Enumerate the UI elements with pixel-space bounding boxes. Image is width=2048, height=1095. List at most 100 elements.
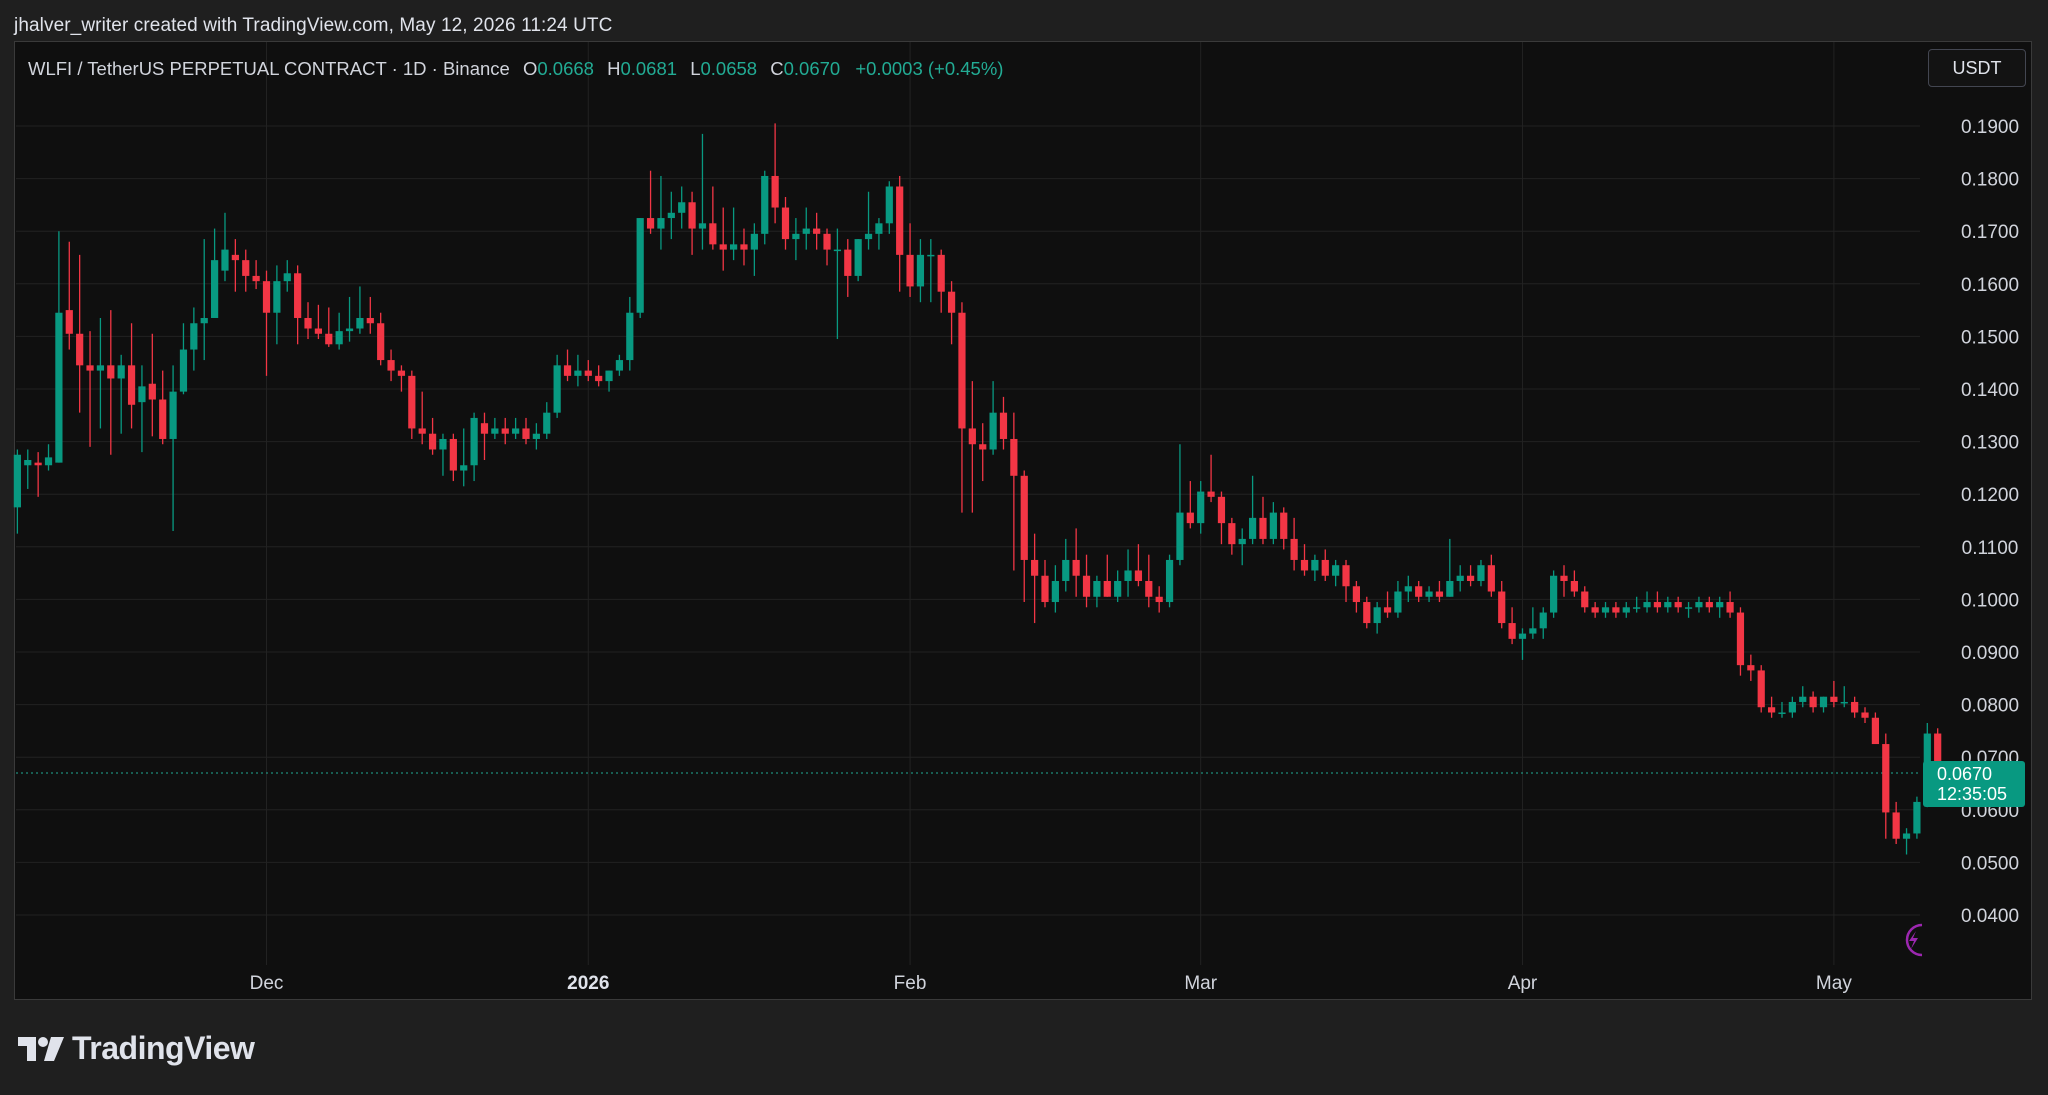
- candle[interactable]: [408, 370, 416, 439]
- candle[interactable]: [1145, 554, 1153, 608]
- lightning-icon[interactable]: [1900, 922, 1924, 958]
- candle[interactable]: [1861, 707, 1869, 724]
- candle[interactable]: [1217, 491, 1226, 545]
- candle[interactable]: [200, 239, 208, 361]
- candle[interactable]: [927, 239, 935, 303]
- candle[interactable]: [885, 181, 893, 234]
- candle[interactable]: [813, 212, 821, 250]
- candle[interactable]: [1539, 607, 1547, 639]
- candle[interactable]: [1290, 517, 1298, 571]
- candle[interactable]: [273, 265, 281, 345]
- candle[interactable]: [138, 365, 146, 453]
- candle[interactable]: [584, 360, 592, 382]
- candle[interactable]: [709, 186, 717, 250]
- candle[interactable]: [1425, 586, 1433, 603]
- candle[interactable]: [1581, 586, 1589, 613]
- candle[interactable]: [397, 365, 406, 392]
- candle[interactable]: [470, 412, 478, 482]
- candle[interactable]: [999, 396, 1008, 450]
- candle[interactable]: [127, 323, 136, 429]
- candle[interactable]: [1487, 554, 1495, 597]
- candle[interactable]: [937, 249, 945, 313]
- candle[interactable]: [1186, 481, 1194, 529]
- candle[interactable]: [1041, 559, 1049, 608]
- candle[interactable]: [1529, 607, 1537, 639]
- candle[interactable]: [1155, 586, 1163, 613]
- candle[interactable]: [730, 207, 738, 261]
- candle[interactable]: [1311, 554, 1319, 581]
- candle[interactable]: [1207, 454, 1215, 503]
- candle[interactable]: [896, 175, 904, 292]
- candle[interactable]: [44, 444, 53, 471]
- candle[interactable]: [439, 433, 447, 476]
- candle[interactable]: [615, 354, 624, 376]
- candle[interactable]: [595, 365, 603, 387]
- candle[interactable]: [148, 333, 156, 437]
- candle[interactable]: [1830, 680, 1838, 708]
- candle[interactable]: [1653, 591, 1662, 613]
- candle[interactable]: [1882, 733, 1890, 839]
- candle[interactable]: [1809, 691, 1817, 713]
- candle[interactable]: [1103, 554, 1111, 597]
- candle[interactable]: [1560, 565, 1568, 597]
- candle[interactable]: [1020, 470, 1028, 603]
- candle[interactable]: [418, 391, 426, 445]
- candle[interactable]: [854, 239, 862, 282]
- candle[interactable]: [906, 223, 914, 297]
- candle[interactable]: [460, 428, 468, 487]
- candle[interactable]: [968, 381, 976, 513]
- candle[interactable]: [387, 349, 395, 382]
- candle[interactable]: [771, 123, 779, 224]
- candle[interactable]: [698, 133, 707, 250]
- candle[interactable]: [377, 312, 385, 366]
- candle[interactable]: [1726, 591, 1734, 618]
- candle[interactable]: [1394, 580, 1402, 618]
- candle[interactable]: [574, 354, 582, 387]
- candle[interactable]: [190, 307, 198, 371]
- candle[interactable]: [1373, 602, 1381, 634]
- candle[interactable]: [563, 349, 572, 382]
- candle[interactable]: [657, 175, 665, 250]
- candle[interactable]: [1508, 607, 1516, 645]
- candle[interactable]: [1259, 496, 1267, 545]
- candle[interactable]: [252, 260, 260, 290]
- candle[interactable]: [1124, 549, 1132, 597]
- candle[interactable]: [667, 191, 675, 240]
- candle[interactable]: [356, 286, 364, 334]
- candle[interactable]: [605, 370, 613, 392]
- candle[interactable]: [1249, 475, 1257, 545]
- candle[interactable]: [55, 231, 63, 463]
- candle[interactable]: [1570, 570, 1578, 597]
- candle[interactable]: [864, 191, 873, 250]
- candle[interactable]: [1871, 712, 1879, 745]
- candle[interactable]: [314, 304, 322, 340]
- candle[interactable]: [1321, 549, 1329, 581]
- candle[interactable]: [13, 449, 21, 534]
- candle[interactable]: [947, 281, 956, 345]
- candle[interactable]: [1238, 528, 1246, 566]
- candle[interactable]: [1913, 796, 1921, 839]
- candle[interactable]: [179, 323, 188, 395]
- candle[interactable]: [844, 239, 852, 297]
- candle[interactable]: [221, 212, 229, 282]
- candle[interactable]: [1446, 538, 1454, 597]
- candle[interactable]: [719, 207, 727, 271]
- candle[interactable]: [345, 296, 354, 342]
- candle[interactable]: [1176, 444, 1184, 566]
- candle[interactable]: [678, 186, 686, 229]
- candle[interactable]: [335, 312, 343, 350]
- candle[interactable]: [1622, 602, 1630, 618]
- candle[interactable]: [1684, 602, 1693, 618]
- candle[interactable]: [169, 365, 177, 532]
- candle[interactable]: [1705, 596, 1713, 613]
- candle[interactable]: [553, 354, 561, 418]
- candle[interactable]: [1747, 654, 1755, 681]
- candle[interactable]: [875, 218, 883, 250]
- candle[interactable]: [522, 417, 530, 445]
- candle[interactable]: [740, 228, 748, 266]
- candle[interactable]: [1736, 607, 1745, 676]
- candle[interactable]: [1228, 517, 1236, 555]
- candle[interactable]: [1819, 696, 1828, 713]
- candle[interactable]: [781, 197, 790, 250]
